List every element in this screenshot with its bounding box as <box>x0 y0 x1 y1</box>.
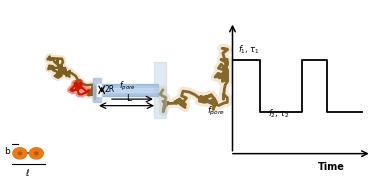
Circle shape <box>13 148 27 159</box>
Text: b: b <box>4 147 10 156</box>
Text: $f_2, \tau_2$: $f_2, \tau_2$ <box>268 107 289 120</box>
Text: $f_1, \tau_1$: $f_1, \tau_1$ <box>237 43 259 56</box>
Text: $f_{pore}$: $f_{pore}$ <box>207 105 225 119</box>
Text: 2R: 2R <box>105 85 115 94</box>
Polygon shape <box>101 84 158 96</box>
Polygon shape <box>154 62 166 118</box>
Text: $\ell$: $\ell$ <box>25 167 31 178</box>
Polygon shape <box>101 88 158 92</box>
Polygon shape <box>97 84 101 96</box>
Polygon shape <box>93 78 101 102</box>
Text: $f_{pore}$: $f_{pore}$ <box>119 80 135 93</box>
Circle shape <box>18 152 22 155</box>
Circle shape <box>29 148 43 159</box>
Text: Time: Time <box>318 162 345 171</box>
Circle shape <box>35 152 38 155</box>
Text: L: L <box>126 94 132 103</box>
